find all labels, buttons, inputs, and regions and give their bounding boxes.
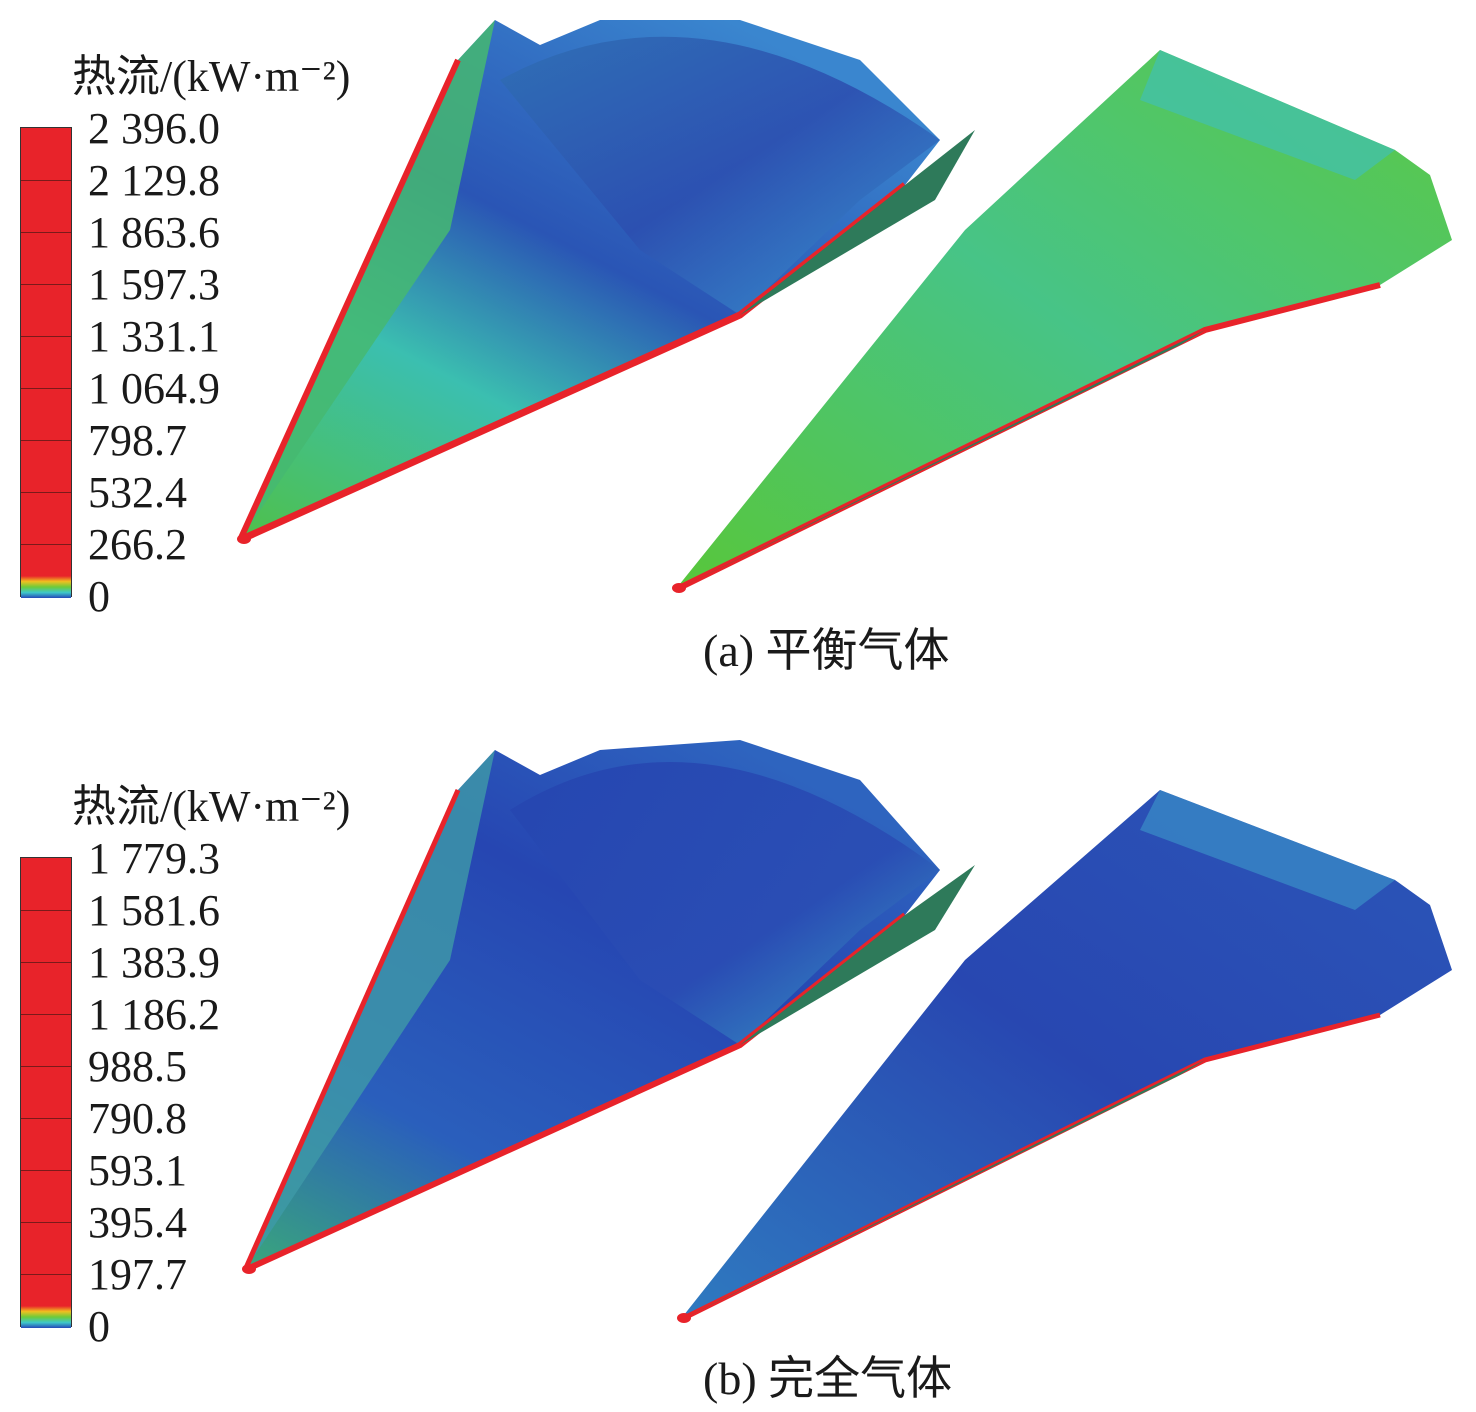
legend-title: 热流/(kW·m⁻²) (72, 782, 351, 831)
panel-equilibrium-gas: 热流/(kW·m⁻²) 2 396.0 2 129.8 1 863.6 1 59… (0, 0, 1476, 700)
colorbar-tick-label: 1 064.9 (88, 364, 220, 413)
panel-perfect-gas: 热流/(kW·m⁻²) 1 779.3 1 581.6 1 383.9 1 18… (0, 730, 1476, 1412)
colorbar-tick-label: 2 396.0 (88, 104, 220, 153)
colorbar-tick-label: 532.4 (88, 468, 187, 517)
colorbar-tick-label: 395.4 (88, 1198, 187, 1247)
vehicle-heatflux-render (242, 740, 1452, 1323)
colorbar (20, 857, 72, 1328)
colorbar-tick-label: 798.7 (88, 416, 187, 465)
colorbar-tick-label: 1 581.6 (88, 886, 220, 935)
colorbar-tick-label: 0 (88, 572, 110, 621)
colorbar-tick-label: 790.8 (88, 1094, 187, 1143)
colorbar-tick-label: 1 186.2 (88, 990, 220, 1039)
colorbar-tick-label: 988.5 (88, 1042, 187, 1091)
colorbar-tick-label: 266.2 (88, 520, 187, 569)
colorbar-tick-label: 0 (88, 1302, 110, 1351)
colorbar-tick-label: 2 129.8 (88, 156, 220, 205)
legend-title: 热流/(kW·m⁻²) (72, 52, 351, 101)
colorbar-tick-label: 1 779.3 (88, 834, 220, 883)
vehicle-heatflux-render (237, 20, 1452, 593)
caption: (a) 平衡气体 (703, 625, 950, 676)
colorbar-tick-label: 1 597.3 (88, 260, 220, 309)
colorbar (20, 127, 72, 598)
colorbar-tick-label: 593.1 (88, 1146, 187, 1195)
caption: (b) 完全气体 (703, 1353, 953, 1404)
colorbar-tick-label: 1 383.9 (88, 938, 220, 987)
colorbar-tick-label: 1 331.1 (88, 312, 220, 361)
colorbar-tick-label: 197.7 (88, 1250, 187, 1299)
colorbar-tick-label: 1 863.6 (88, 208, 220, 257)
